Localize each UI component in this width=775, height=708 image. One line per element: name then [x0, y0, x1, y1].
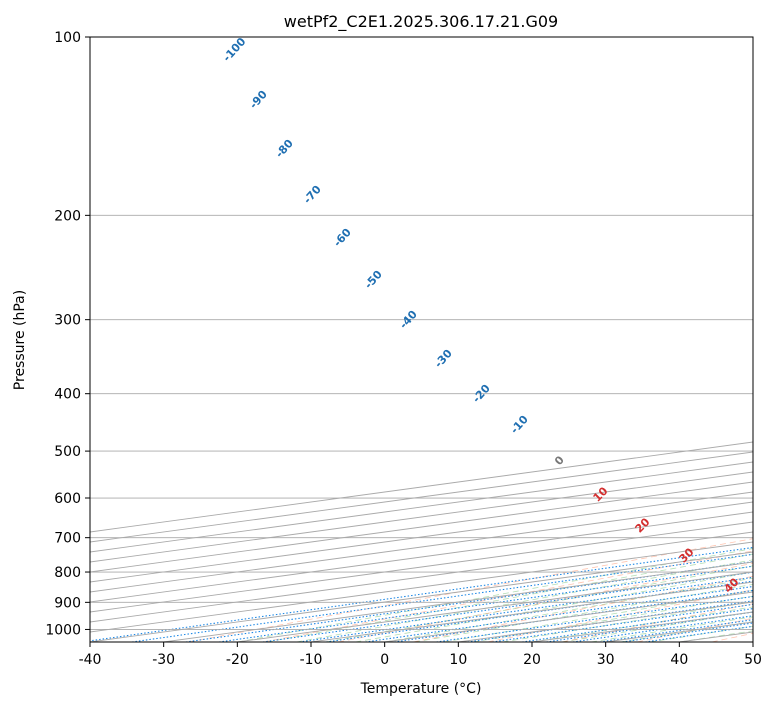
- y-tick-label: 600: [54, 491, 81, 507]
- y-tick-label: 1000: [45, 622, 81, 638]
- x-axis-label: Temperature (°C): [360, 681, 482, 697]
- x-tick-label: -10: [300, 652, 323, 668]
- x-tick-label: 40: [670, 652, 688, 668]
- mixing-ratio-line: [90, 546, 753, 642]
- x-tick-label: -40: [79, 652, 102, 668]
- x-tick-label: -30: [152, 652, 175, 668]
- dry-adiabat-line: [188, 538, 753, 642]
- plot-frame: [89, 36, 754, 643]
- y-tick-label: 200: [54, 208, 81, 224]
- x-tick-label: 30: [597, 652, 615, 668]
- moist-adiabat-line: [414, 583, 753, 642]
- isotherm-line: [90, 471, 753, 563]
- isotherm-line: [90, 511, 753, 603]
- moist-adiabat-line: [473, 595, 753, 642]
- y-tick-label: 100: [54, 30, 81, 46]
- x-tick-label: 0: [380, 652, 389, 668]
- x-axis-ticks: -40 -30 -20 -10 0 10 20 30 40 50: [79, 642, 762, 668]
- x-tick-label: 50: [744, 652, 762, 668]
- y-tick-label: 400: [54, 387, 81, 403]
- isotherm-line: [90, 501, 753, 593]
- moist-adiabat-line: [325, 565, 753, 642]
- pressure-gridlines: [90, 37, 753, 630]
- mixing-ratio-line: [436, 595, 753, 642]
- isotherms: [90, 441, 753, 642]
- y-tick-label: 300: [54, 313, 81, 329]
- y-axis-label: Pressure (hPa): [12, 290, 28, 390]
- x-tick-label: 20: [523, 652, 541, 668]
- chart-title: wetPf2_C2E1.2025.306.17.21.G09: [284, 12, 558, 32]
- x-tick-label: -20: [226, 652, 249, 668]
- dry-adiabat-line: [412, 575, 753, 642]
- moist-adiabat-line: [355, 571, 753, 642]
- mixing-ratio-line: [365, 585, 753, 642]
- isotherm-line: [90, 451, 753, 543]
- y-tick-label: 500: [54, 444, 81, 460]
- y-tick-label: 700: [54, 531, 81, 547]
- moist-adiabat-line: [237, 548, 753, 642]
- isotherm-line: [90, 481, 753, 573]
- isotherm-line: [90, 531, 753, 623]
- x-tick-label: 10: [449, 652, 467, 668]
- isotherm-line: [90, 461, 753, 553]
- isotherm-line: [90, 491, 753, 583]
- plot-area: 0.10.20.40.611.52346810131620253036-100-…: [90, 37, 753, 642]
- mixing-ratio-line: [131, 553, 753, 642]
- isotherm-line: [90, 521, 753, 613]
- y-axis-ticks: 100 200 300 400 500 600 700 800 900 1000: [45, 30, 90, 638]
- y-tick-label: 800: [54, 565, 81, 581]
- y-tick-label: 900: [54, 595, 81, 611]
